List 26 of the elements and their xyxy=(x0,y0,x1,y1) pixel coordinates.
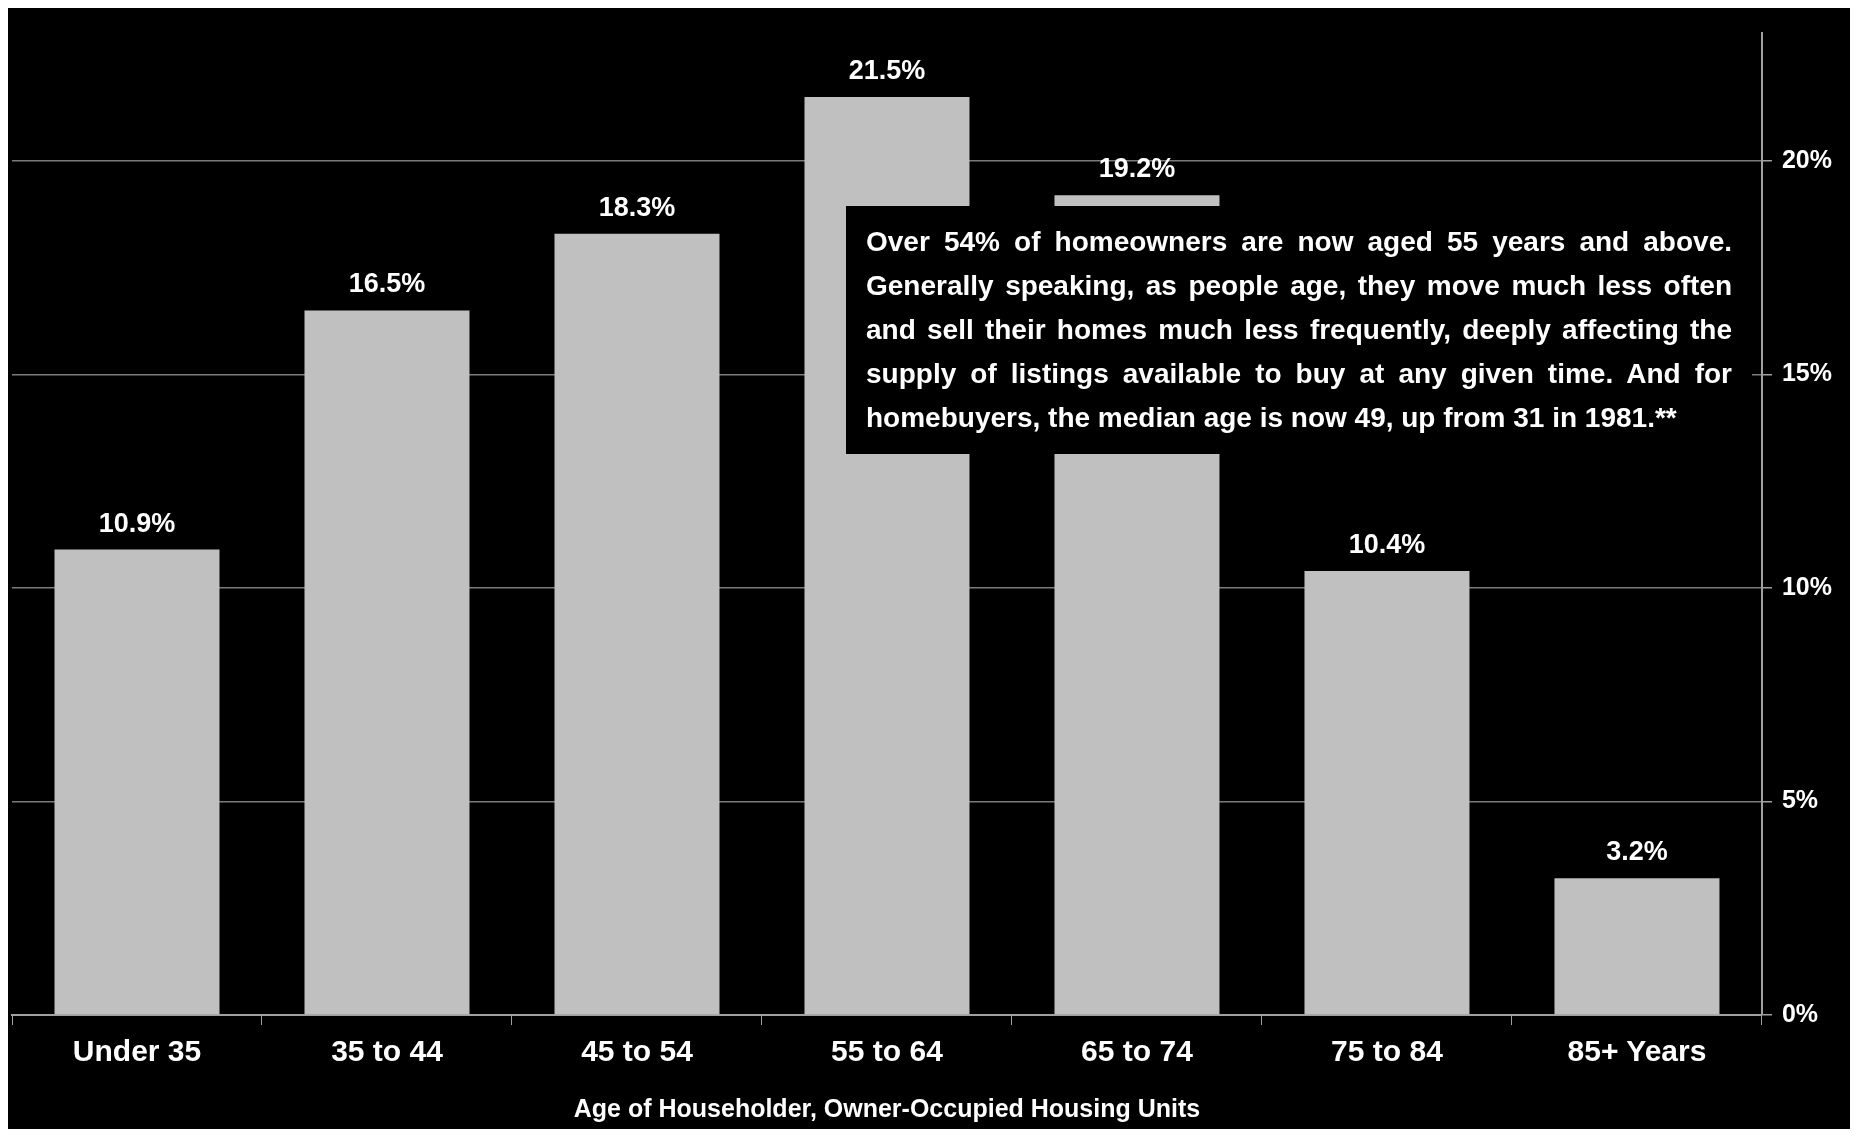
bar xyxy=(304,310,470,1015)
data-label: 19.2% xyxy=(1098,153,1176,184)
x-tick-label: Under 35 xyxy=(72,1034,202,1068)
bar xyxy=(554,233,720,1015)
x-tick-label: 85+ Years xyxy=(1567,1034,1707,1068)
annotation: Over 54% of homeowners are now aged 55 years and above. Generally speaking, as people age, they move much less often and sell their homes much less frequently, deeply affecting the supply of listings available to buy at any given time. And for homebuyers, the median age is now 49, up from 31 in 1981.** xyxy=(846,206,1752,454)
y-tick-label: 0% xyxy=(1781,998,1819,1027)
x-tick-label: 35 to 44 xyxy=(331,1034,444,1068)
y-tick-label: 10% xyxy=(1781,571,1833,600)
x-tick-label: 65 to 74 xyxy=(1081,1034,1194,1068)
y-tick-label: 20% xyxy=(1781,144,1833,173)
data-label: 10.4% xyxy=(1348,528,1426,559)
bar xyxy=(1554,878,1720,1015)
data-label: 16.5% xyxy=(348,268,426,299)
data-label: 3.2% xyxy=(1606,836,1668,867)
x-tick-label: 55 to 64 xyxy=(831,1034,944,1068)
y-tick-label: 5% xyxy=(1781,785,1819,814)
bar xyxy=(54,549,220,1015)
bar xyxy=(1304,570,1470,1015)
x-axis-title: Age of Householder, Owner-Occupied Housing Units xyxy=(573,1093,1201,1122)
data-label: 21.5% xyxy=(848,55,926,85)
y-tick-label: 15% xyxy=(1781,358,1833,387)
x-tick-label: 75 to 84 xyxy=(1331,1034,1444,1068)
data-label: 18.3% xyxy=(598,191,676,222)
x-tick-label: 45 to 54 xyxy=(581,1034,694,1068)
data-label: 10.9% xyxy=(98,507,176,538)
